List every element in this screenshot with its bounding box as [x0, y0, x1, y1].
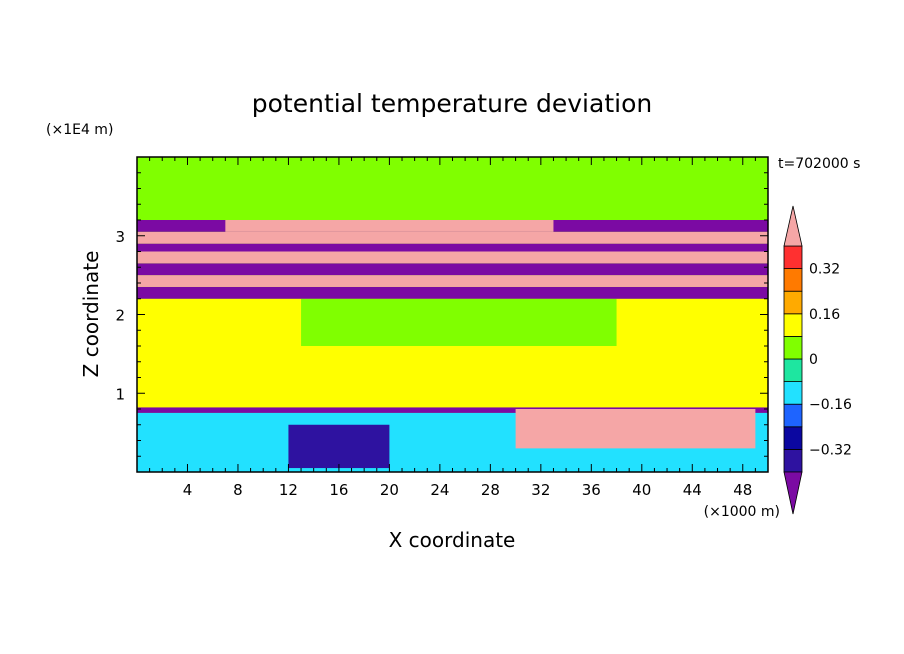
y-axis-title: Z coordinate [79, 251, 103, 378]
contour-region [515, 409, 756, 449]
colorbar-swatch [783, 268, 803, 292]
x-tick-label: 12 [279, 481, 298, 499]
x-tick-label: 20 [380, 481, 399, 499]
x-tick-label: 4 [183, 481, 193, 499]
contour-region [288, 424, 390, 469]
x-tick-label: 16 [329, 481, 348, 499]
x-tick-label: 40 [632, 481, 651, 499]
colorbar-swatch [783, 335, 803, 360]
colorbar-swatch [783, 358, 803, 383]
colorbar-label: 0 [809, 352, 818, 368]
colorbar-swatch [783, 313, 803, 337]
x-tick-label: 32 [531, 481, 550, 499]
colorbar-swatch [783, 245, 803, 270]
colorbar-swatch [783, 403, 803, 428]
time-label: t=702000 s [778, 156, 860, 172]
contour-region [137, 407, 768, 413]
y-tick-label: 1 [115, 385, 125, 403]
colorbar-swatch [783, 426, 803, 450]
colorbar-top-arrow [783, 205, 803, 247]
contour-region [301, 298, 617, 346]
colorbar-label: −0.16 [809, 397, 852, 413]
colorbar-label: 0.32 [809, 262, 840, 278]
contour-region [137, 251, 768, 264]
colorbar-swatch [783, 448, 803, 473]
y-tick-label: 2 [115, 307, 125, 325]
contour-region [137, 243, 768, 252]
y-axis: 1 2 3 [115, 172, 768, 457]
contour-region [137, 286, 768, 299]
x-unit-label: (×1000 m) [704, 504, 780, 520]
contour-region [137, 231, 768, 244]
x-tick-label: 48 [733, 481, 752, 499]
contour-region [137, 275, 768, 287]
y-unit-label: (×1E4 m) [46, 122, 113, 138]
x-tick-label: 28 [481, 481, 500, 499]
colorbar-swatch [783, 381, 803, 405]
colorbar-label: −0.32 [809, 442, 852, 458]
y-tick-label: 3 [115, 228, 125, 246]
colorbar: 0.32 0.16 0 −0.16 −0.32 [783, 205, 852, 515]
chart-title: potential temperature deviation [252, 89, 652, 118]
x-axis-title: X coordinate [389, 528, 516, 552]
contour-region [137, 263, 768, 276]
x-axis: 4 8 12 16 20 24 28 32 36 40 44 48 [149, 157, 756, 499]
contour-region [225, 220, 554, 232]
colorbar-swatch [783, 290, 803, 315]
x-tick-label: 36 [582, 481, 601, 499]
x-tick-label: 44 [683, 481, 702, 499]
contour-plot-area [136, 156, 769, 473]
colorbar-label: 0.16 [809, 307, 840, 323]
x-tick-label: 24 [430, 481, 449, 499]
x-tick-label: 8 [233, 481, 243, 499]
colorbar-bottom-arrow [783, 471, 803, 515]
